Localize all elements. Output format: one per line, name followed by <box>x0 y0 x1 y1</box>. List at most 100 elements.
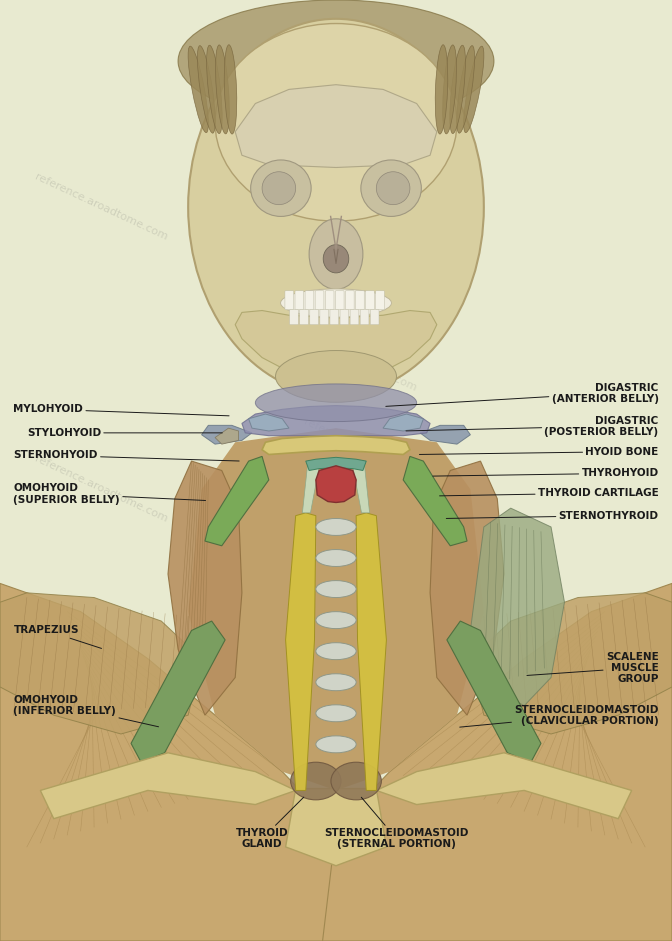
Polygon shape <box>286 513 316 790</box>
Ellipse shape <box>331 762 382 800</box>
FancyBboxPatch shape <box>370 310 379 325</box>
Text: OMOHYOID
(INFERIOR BELLY): OMOHYOID (INFERIOR BELLY) <box>13 695 159 726</box>
Text: reference.aroadtome.com: reference.aroadtome.com <box>34 455 169 524</box>
Text: reference.aroadtome.com: reference.aroadtome.com <box>34 671 169 741</box>
Polygon shape <box>316 466 356 502</box>
FancyBboxPatch shape <box>325 291 334 310</box>
Ellipse shape <box>224 45 237 134</box>
Text: STERNOTHYROID: STERNOTHYROID <box>446 511 659 520</box>
Text: SCALENE
MUSCLE
GROUP: SCALENE MUSCLE GROUP <box>527 652 659 684</box>
FancyBboxPatch shape <box>300 310 308 325</box>
Text: MYLOHYOID: MYLOHYOID <box>13 405 229 416</box>
Text: THYROID
GLAND: THYROID GLAND <box>236 797 304 850</box>
FancyBboxPatch shape <box>320 310 329 325</box>
Text: THYROHYOID: THYROHYOID <box>433 469 659 478</box>
FancyBboxPatch shape <box>290 310 298 325</box>
Polygon shape <box>0 583 349 941</box>
Text: STERNOCLEIDOMASTOID
(CLAVICULAR PORTION): STERNOCLEIDOMASTOID (CLAVICULAR PORTION) <box>460 705 659 727</box>
Ellipse shape <box>262 172 296 205</box>
Text: STYLOHYOID: STYLOHYOID <box>27 428 222 438</box>
Text: reference.aroadtome.com: reference.aroadtome.com <box>34 172 169 242</box>
FancyBboxPatch shape <box>295 291 304 310</box>
FancyBboxPatch shape <box>315 291 324 310</box>
Ellipse shape <box>316 518 356 535</box>
Ellipse shape <box>464 46 484 133</box>
Ellipse shape <box>198 46 215 133</box>
Polygon shape <box>215 428 239 444</box>
Polygon shape <box>235 311 437 376</box>
Polygon shape <box>470 508 564 706</box>
Polygon shape <box>352 461 370 513</box>
Text: STERNOHYOID: STERNOHYOID <box>13 451 239 461</box>
Ellipse shape <box>178 0 494 122</box>
Ellipse shape <box>255 384 417 422</box>
Text: DIGASTRIC
(ANTERIOR BELLY): DIGASTRIC (ANTERIOR BELLY) <box>386 383 659 407</box>
Text: THYROID CARTILAGE: THYROID CARTILAGE <box>439 488 659 498</box>
Polygon shape <box>131 621 225 762</box>
Text: OMOHYOID
(SUPERIOR BELLY): OMOHYOID (SUPERIOR BELLY) <box>13 484 206 504</box>
FancyBboxPatch shape <box>285 291 294 310</box>
Polygon shape <box>323 583 672 941</box>
Ellipse shape <box>316 643 356 660</box>
Ellipse shape <box>443 45 456 134</box>
Polygon shape <box>262 436 410 455</box>
Text: reference.aroadtome.com: reference.aroadtome.com <box>302 643 438 712</box>
Ellipse shape <box>457 46 474 133</box>
FancyBboxPatch shape <box>310 310 319 325</box>
Text: reference.aroadtome.com: reference.aroadtome.com <box>302 106 438 176</box>
Ellipse shape <box>188 19 484 395</box>
Text: DIGASTRIC
(POSTERIOR BELLY): DIGASTRIC (POSTERIOR BELLY) <box>406 416 659 437</box>
Text: TRAPEZIUS: TRAPEZIUS <box>13 626 101 648</box>
Ellipse shape <box>316 736 356 753</box>
Ellipse shape <box>316 550 356 566</box>
Polygon shape <box>205 456 269 546</box>
Text: HYOID BONE: HYOID BONE <box>419 447 659 456</box>
FancyBboxPatch shape <box>360 310 369 325</box>
Polygon shape <box>306 457 366 470</box>
Ellipse shape <box>188 46 208 133</box>
FancyBboxPatch shape <box>345 291 354 310</box>
Polygon shape <box>420 425 470 444</box>
Polygon shape <box>356 513 386 790</box>
Polygon shape <box>242 406 430 437</box>
Polygon shape <box>235 85 437 167</box>
Polygon shape <box>249 414 289 431</box>
Polygon shape <box>202 425 252 444</box>
Ellipse shape <box>316 705 356 722</box>
Ellipse shape <box>309 219 363 290</box>
FancyBboxPatch shape <box>305 291 314 310</box>
Ellipse shape <box>280 289 391 317</box>
Polygon shape <box>188 428 484 790</box>
Polygon shape <box>430 461 504 715</box>
Ellipse shape <box>450 45 466 134</box>
Text: reference.aroadtome.com: reference.aroadtome.com <box>282 323 418 392</box>
Ellipse shape <box>206 45 222 134</box>
FancyBboxPatch shape <box>340 310 349 325</box>
Text: STERNOCLEIDOMASTOID
(STERNAL PORTION): STERNOCLEIDOMASTOID (STERNAL PORTION) <box>325 797 468 850</box>
Text: reference.aroadtome.com: reference.aroadtome.com <box>302 417 438 486</box>
Text: reference.aroadtome.com: reference.aroadtome.com <box>282 549 418 618</box>
Polygon shape <box>376 753 632 819</box>
Text: reference.aroadtome.com: reference.aroadtome.com <box>282 59 418 129</box>
Ellipse shape <box>323 245 349 273</box>
Polygon shape <box>447 621 541 762</box>
Ellipse shape <box>276 351 396 403</box>
Polygon shape <box>302 461 320 513</box>
FancyBboxPatch shape <box>335 291 344 310</box>
Polygon shape <box>168 461 242 715</box>
Ellipse shape <box>215 24 457 221</box>
Polygon shape <box>286 789 386 866</box>
Ellipse shape <box>316 581 356 598</box>
Ellipse shape <box>435 45 448 134</box>
Ellipse shape <box>376 172 410 205</box>
Ellipse shape <box>251 160 311 216</box>
Polygon shape <box>383 414 423 431</box>
FancyBboxPatch shape <box>355 291 364 310</box>
FancyBboxPatch shape <box>376 291 384 310</box>
FancyBboxPatch shape <box>330 310 339 325</box>
Polygon shape <box>470 593 672 734</box>
FancyBboxPatch shape <box>350 310 359 325</box>
Ellipse shape <box>316 612 356 629</box>
Ellipse shape <box>216 45 229 134</box>
Polygon shape <box>40 753 296 819</box>
